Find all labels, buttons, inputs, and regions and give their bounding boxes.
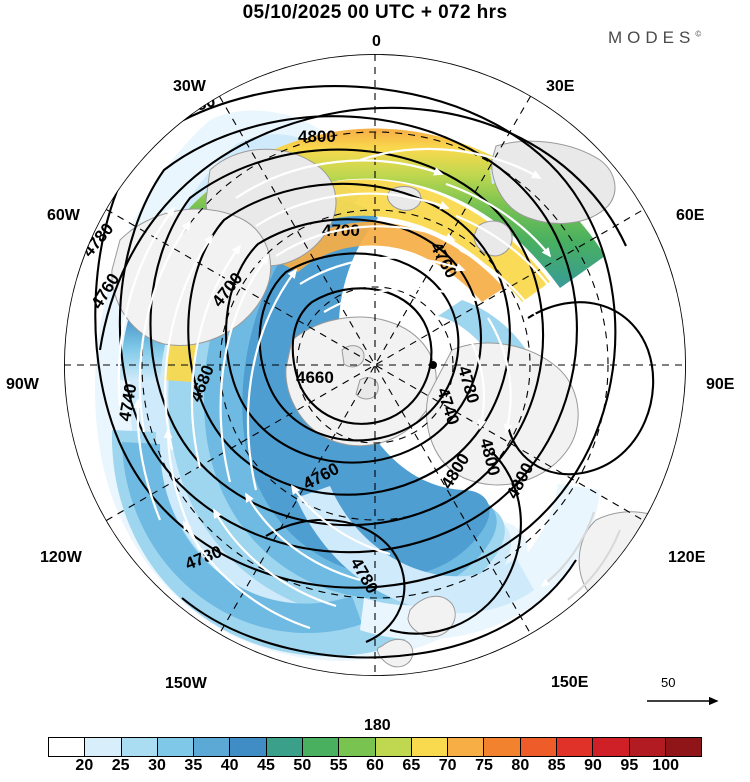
colorbar-ticks: 20 25 30 35 40 45 50 55 60 65 70 75 80 85 90 95 100 <box>48 757 702 779</box>
colorbar-cell-5 <box>230 738 267 756</box>
colorbar-cell-7 <box>302 738 340 756</box>
colorbar-tick-85: 85 <box>547 757 566 774</box>
colorbar-cell-0 <box>49 738 86 756</box>
graticule-label-lon-30w: 30W <box>173 78 206 95</box>
modes-logo: MODES© <box>608 28 701 48</box>
colorbar-cell-14 <box>556 738 594 756</box>
contour-label-4660: 4660 <box>296 368 334 387</box>
logo-text: MODES <box>608 28 696 47</box>
colorbar-tick-80: 80 <box>511 757 530 774</box>
geopotential-contours <box>94 85 655 659</box>
colorbar-tick-95: 95 <box>620 757 639 774</box>
colorbar-tick-30: 30 <box>148 757 166 774</box>
polar-stereographic-map: 4660 4680 4700 4700 4740 4740 4760 4760 … <box>60 50 690 680</box>
colorbar-tick-70: 70 <box>438 757 457 774</box>
colorbar-tick-35: 35 <box>184 757 203 774</box>
colorbar-tick-100: 100 <box>652 757 680 774</box>
colorbar-tick-50: 50 <box>293 757 312 774</box>
colorbar-cell-2 <box>121 738 158 756</box>
graticule-label-lon-120w: 120W <box>40 549 82 566</box>
colorbar-tick-60: 60 <box>366 757 384 774</box>
colorbar-tick-45: 45 <box>257 757 275 774</box>
graticule-label-lon-30e: 30E <box>546 78 575 95</box>
map-svg: 4660 4680 4700 4700 4740 4740 4760 4760 … <box>64 54 686 676</box>
colorbar-cell-4 <box>194 738 231 756</box>
graticule-label-lon-60e: 60E <box>676 207 705 224</box>
graticule-label-lon-150e: 150E <box>551 674 589 691</box>
colorbar-cell-3 <box>157 738 195 756</box>
graticule-label-lon-120e: 120E <box>668 549 706 566</box>
colorbar-cell-1 <box>85 738 122 756</box>
low-center-marker <box>429 361 437 369</box>
colorbar-tick-65: 65 <box>402 757 421 774</box>
colorbar-tick-40: 40 <box>220 757 239 774</box>
graticule-label-lon-0: 0 <box>372 33 381 50</box>
map-contents: 4660 4680 4700 4700 4740 4740 4760 4760 … <box>64 54 686 676</box>
colorbar <box>48 737 702 757</box>
colorbar-cell-13 <box>520 738 557 756</box>
colorbar-cell-10 <box>411 738 449 756</box>
colorbar-tick-90: 90 <box>584 757 602 774</box>
colorbar-tick-25: 25 <box>111 757 130 774</box>
colorbar-cell-15 <box>593 738 630 756</box>
reference-vector-label: 50 <box>661 675 676 690</box>
contour-label-4800-n: 4800 <box>298 127 336 146</box>
graticule-label-lon-60w: 60W <box>47 207 80 224</box>
colorbar-cell-17 <box>665 738 702 756</box>
graticule-label-lon-90w: 90W <box>6 376 39 393</box>
colorbar-cell-12 <box>484 738 521 756</box>
wind-arrows <box>117 147 554 630</box>
graticule-lines <box>64 54 686 676</box>
colorbar-cell-6 <box>266 738 303 756</box>
colorbar-cell-11 <box>448 738 485 756</box>
page-title: 05/10/2025 00 UTC + 072 hrs <box>242 2 508 23</box>
colorbar-tick-75: 75 <box>475 757 493 774</box>
copyright-icon: © <box>695 29 702 39</box>
colorbar-cell-9 <box>375 738 412 756</box>
colorbar-tick-20: 20 <box>75 757 94 774</box>
colorbar-cell-16 <box>629 738 666 756</box>
graticule-label-lon-180: 180 <box>364 717 391 734</box>
graticule-label-lon-90e: 90E <box>706 376 735 393</box>
reference-vector: 50 <box>645 675 740 715</box>
graticule-label-lon-150w: 150W <box>165 675 207 692</box>
reference-arrow-icon <box>647 696 719 706</box>
colorbar-cell-8 <box>339 738 376 756</box>
colorbar-tick-55: 55 <box>329 757 348 774</box>
